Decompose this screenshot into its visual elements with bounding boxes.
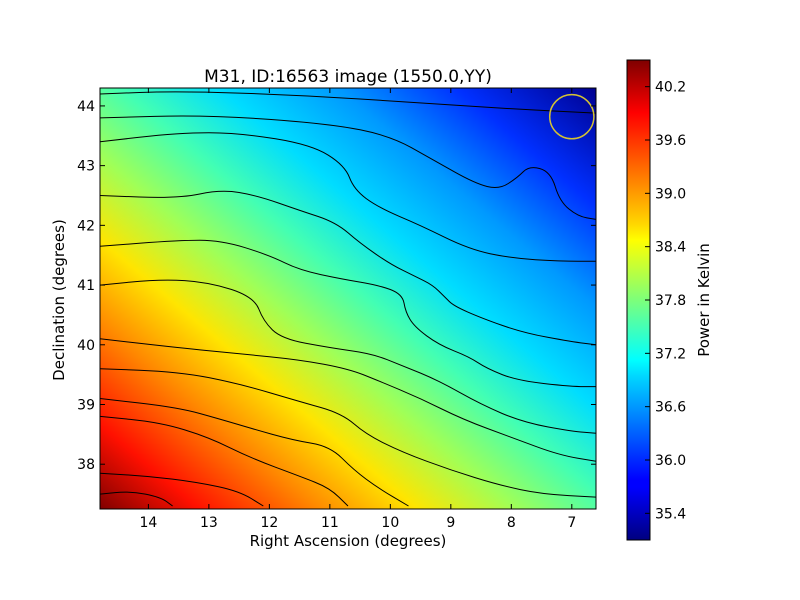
colorbar-tick-label: 38.4 [655,240,686,256]
x-tick-label: 9 [446,515,455,531]
contour-line-12 [100,491,173,507]
contour-line-7 [100,338,596,462]
y-axis-ticks: 38 39 40 41 42 43 44 [77,99,596,473]
colorbar-tick-label: 39.6 [655,133,686,149]
colorbar-tick-label: 36.0 [655,453,686,469]
colorbar-tick-label: 36.6 [655,400,686,416]
contour-line-8 [100,368,596,498]
x-axis-ticks: 14 13 12 11 10 9 8 7 [139,88,576,531]
colorbar-tick-label: 35.4 [655,506,686,522]
contour-line-6 [100,279,596,434]
contour-lines [100,91,596,507]
colorbar-tick-label: 37.8 [655,293,686,309]
colorbar-ticks: 35.4 36.0 36.6 37.2 37.8 38.4 39.0 39.6 40.2 [645,80,686,522]
colorbar-label: Power in Kelvin [695,243,713,357]
contour-line-3 [100,132,596,262]
contour-line-1 [100,91,596,114]
x-tick-label: 12 [260,515,278,531]
y-tick-label: 39 [77,397,95,413]
x-tick-label: 11 [321,515,339,531]
x-tick-label: 8 [507,515,516,531]
y-tick-label: 42 [77,218,95,234]
heatmap-area [100,88,596,509]
y-tick-label: 40 [77,338,95,354]
x-axis-label: Right Ascension (degrees) [250,532,447,550]
contour-line-5 [100,239,596,388]
plot-frame [99,87,597,510]
colorbar-tick-label: 39.0 [655,186,686,202]
contour-line-2 [100,115,596,220]
y-tick-label: 38 [77,457,95,473]
chart-title: M31, ID:16563 image (1550.0,YY) [204,67,492,87]
contour-line-4 [100,190,596,346]
colorbar-tick-label: 37.2 [655,346,686,362]
contour-line-11 [100,472,264,507]
y-axis-label: Declination (degrees) [50,219,68,381]
beam-marker [548,93,595,140]
y-tick-label: 43 [77,159,95,175]
x-tick-label: 13 [200,515,218,531]
x-tick-label: 14 [139,515,157,531]
colorbar-tick-label: 40.2 [655,80,686,96]
x-tick-label: 7 [567,515,576,531]
contour-line-9 [100,398,409,507]
y-tick-label: 41 [77,278,95,294]
y-tick-label: 44 [77,99,95,115]
heatmap-surface [100,88,596,509]
contour-line-10 [100,415,349,507]
x-tick-label: 10 [381,515,399,531]
